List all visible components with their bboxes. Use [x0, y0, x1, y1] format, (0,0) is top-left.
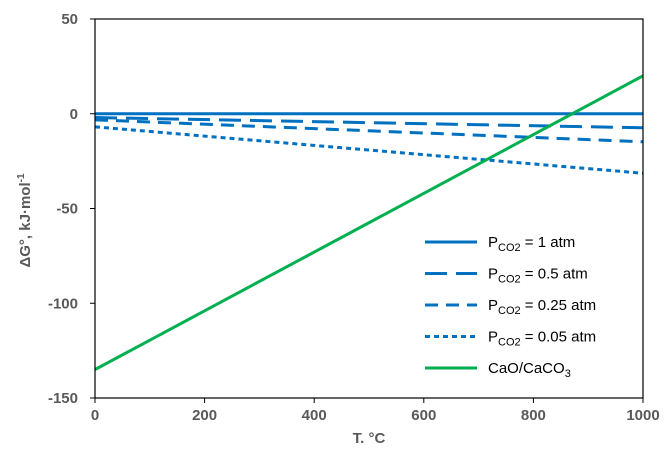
legend-label-4: CaO/CaCO3 — [488, 360, 571, 380]
series-line-3 — [94, 125, 644, 175]
x-axis-title: T. °C — [353, 430, 386, 447]
legend-label-1: PCO2 = 0.5 atm — [488, 266, 588, 286]
legend-label-3: PCO2 = 0.05 atm — [488, 329, 596, 349]
series-line-2 — [94, 118, 644, 144]
legend-label-2: PCO2 = 0.25 atm — [488, 297, 596, 317]
y-axis-ticks: 50 0 -50 -100 -150 — [48, 11, 95, 407]
y-tick-label-3: -100 — [48, 295, 78, 312]
x-tick-label-2: 400 — [302, 407, 327, 424]
series-line-4 — [94, 74, 644, 371]
plot-lines — [94, 74, 644, 371]
legend: PCO2 = 1 atm PCO2 = 0.5 atm PCO2 = 0.25 at… — [425, 234, 596, 380]
x-tick-label-4: 800 — [521, 407, 546, 424]
legend-label-0: PCO2 = 1 atm — [488, 234, 575, 254]
x-tick-label-5: 1000 — [626, 407, 659, 424]
y-tick-label-4: -150 — [48, 390, 78, 407]
y-tick-label-2: -50 — [56, 201, 78, 218]
y-axis-title-superscript: -1 — [16, 173, 27, 182]
y-tick-label-1: 0 — [70, 106, 78, 123]
y-axis-title-main: ΔG°, kJ·mol — [17, 182, 34, 267]
x-tick-label-1: 200 — [192, 407, 217, 424]
y-tick-label-0: 50 — [61, 11, 78, 28]
x-axis-ticks: 0 200 400 600 800 1000 — [91, 398, 660, 424]
x-tick-label-3: 600 — [411, 407, 436, 424]
y-axis-title: ΔG°, kJ·mol-1 — [16, 173, 34, 267]
x-tick-label-0: 0 — [91, 407, 99, 424]
